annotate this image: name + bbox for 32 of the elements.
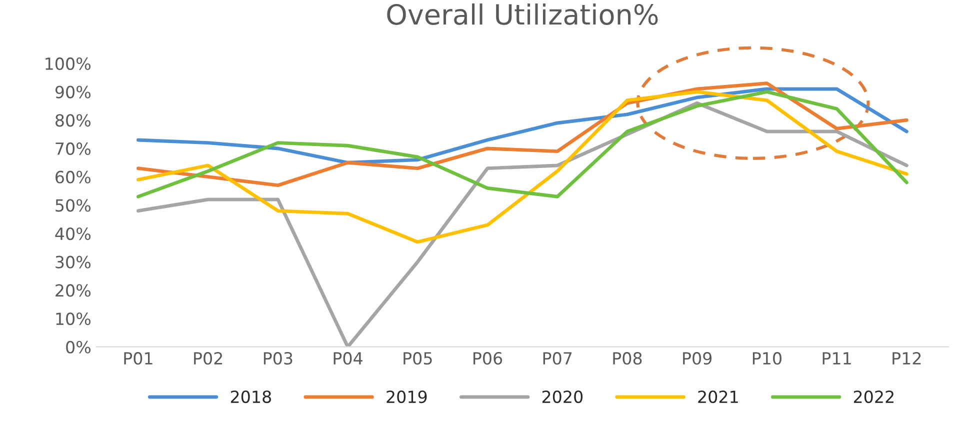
legend-label: 2019 (386, 390, 427, 404)
y-tick-label: 50% (56, 199, 91, 212)
y-tick-label: 10% (56, 312, 91, 326)
y-tick-label: 20% (56, 284, 91, 297)
x-tick-label: P05 (404, 352, 432, 365)
x-tick-label: P08 (613, 352, 642, 365)
chart-title: Overall Utilization% (387, 3, 658, 25)
x-tick-label: P12 (892, 352, 921, 364)
x-tick-label: P11 (822, 352, 851, 364)
y-tick-label: 40% (55, 227, 91, 240)
y-tick-label: 30% (56, 256, 91, 268)
legend-label: 2020 (542, 390, 583, 404)
x-tick-label: P07 (543, 352, 572, 365)
y-tick-label: 60% (56, 170, 91, 184)
x-tick-label: P09 (683, 352, 712, 365)
legend-label: 2018 (230, 390, 271, 404)
x-tick-label: P02 (194, 352, 222, 365)
legend-label: 2021 (698, 390, 738, 404)
x-tick-label: P01 (124, 352, 152, 365)
line-series (136, 90, 908, 198)
x-tick-label: P04 (334, 352, 362, 365)
x-tick-label: P10 (752, 352, 782, 365)
x-tick-label: P03 (264, 352, 292, 365)
legend-label: 2022 (854, 390, 894, 404)
y-tick-label: 100% (46, 57, 91, 70)
line-series (136, 90, 908, 244)
y-tick-label: 90% (55, 86, 91, 98)
y-tick-label: 80% (56, 114, 91, 127)
line-series (136, 87, 908, 164)
y-tick-label: 70% (56, 142, 91, 156)
x-tick-label: P06 (474, 352, 502, 365)
y-tick-label: 0% (66, 340, 91, 354)
